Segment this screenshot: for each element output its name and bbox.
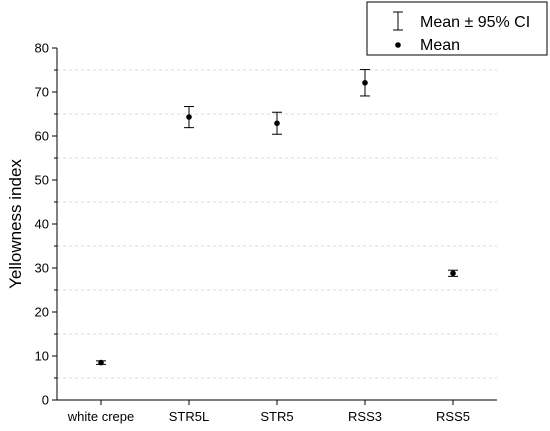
mean-point bbox=[450, 270, 456, 277]
mean-point bbox=[186, 114, 192, 120]
x-tick-label: RSS5 bbox=[436, 409, 470, 424]
legend-label-ci: Mean ± 95% CI bbox=[420, 14, 530, 31]
legend-label-mean: Mean bbox=[420, 37, 460, 54]
mean-point bbox=[274, 120, 280, 127]
y-tick-label: 60 bbox=[35, 129, 49, 144]
grid-lines bbox=[57, 69, 497, 379]
y-axis-ticks: 0 10 20 30 40 50 60 70 80 bbox=[35, 41, 57, 408]
y-tick-label: 20 bbox=[35, 305, 49, 320]
mean-point bbox=[362, 79, 368, 86]
y-tick-label: 0 bbox=[42, 393, 49, 408]
legend: Mean ± 95% CI Mean bbox=[366, 1, 548, 56]
legend-ci-symbol bbox=[393, 11, 403, 31]
x-tick-label: STR5L bbox=[169, 409, 209, 424]
y-tick-label: 10 bbox=[35, 349, 49, 364]
x-tick-label: STR5 bbox=[260, 409, 293, 424]
y-tick-label: 50 bbox=[35, 173, 49, 188]
data-marks bbox=[96, 69, 458, 366]
y-tick-label: 30 bbox=[35, 261, 49, 276]
x-tick-label: white crepe bbox=[67, 409, 134, 424]
y-tick-label: 40 bbox=[35, 217, 49, 232]
y-tick-label: 70 bbox=[35, 85, 49, 100]
x-tick-label: RSS3 bbox=[348, 409, 382, 424]
mean-point bbox=[98, 359, 104, 366]
y-axis-title: Yellowness index bbox=[6, 159, 25, 289]
y-tick-label: 80 bbox=[35, 41, 49, 56]
legend-mean-dot bbox=[395, 42, 401, 48]
x-axis-ticks: white crepe STR5L STR5 RSS3 RSS5 bbox=[67, 400, 470, 424]
